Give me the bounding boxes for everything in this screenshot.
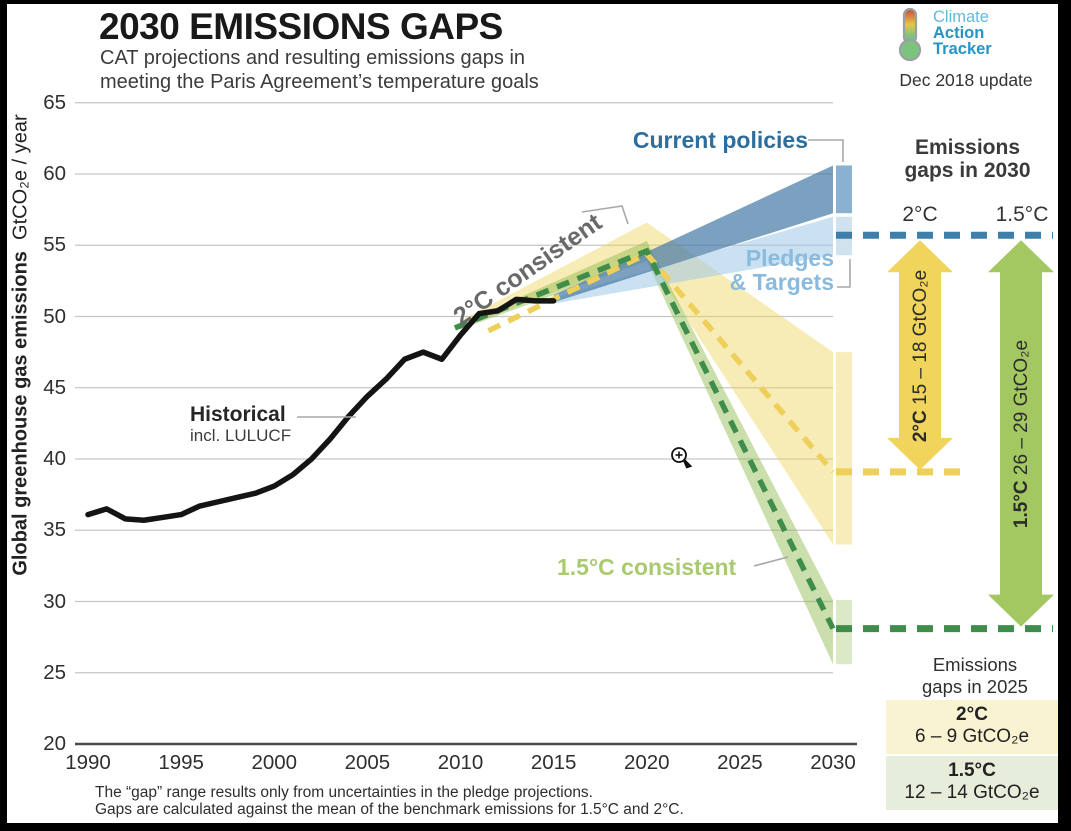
label-pledges-targets: Pledges & Targets [729, 245, 834, 295]
page-title: 2030 EMISSIONS GAPS [99, 6, 503, 47]
x-tick-label: 2030 [810, 751, 856, 774]
subtitle-line-1: CAT projections and resulting emissions … [100, 47, 526, 69]
label-historical-sub: incl. LULUCF [190, 426, 292, 445]
y-tick-label: 35 [43, 518, 66, 542]
y-tick-label: 25 [43, 660, 66, 684]
bar-2030-current_policies [836, 165, 852, 214]
x-tick-label: 2025 [717, 751, 763, 774]
y-tick-label: 40 [43, 447, 66, 470]
label-connector [581, 205, 629, 225]
footnote-1: The “gap” range results only from uncert… [95, 784, 593, 801]
panel-col-15c: 1.5°C [995, 203, 1049, 226]
logo-word-climate: Climate [933, 8, 989, 26]
y-tick-label: 50 [43, 304, 66, 328]
label-current-policies: Current policies [632, 127, 808, 153]
x-tick-label: 1995 [158, 751, 204, 774]
climate-action-tracker-logo: Climate Action Tracker [893, 6, 1053, 62]
y-tick-label: 30 [43, 589, 66, 613]
label-connector [753, 556, 789, 567]
arrow-15c-label: 1.5°C 26 – 29 GtCO₂e [1011, 339, 1032, 529]
band-pledges_band [553, 216, 833, 304]
frame-border-left [0, 0, 7, 831]
y-tick-label: 45 [43, 375, 66, 399]
x-tick-label: 2015 [530, 751, 577, 774]
gap-arrow-2c [887, 240, 953, 470]
zoom-cursor-icon [671, 447, 693, 469]
label-historical: Historical [190, 403, 286, 426]
subtitle-line-2: meeting the Paris Agreement’s temperatur… [100, 70, 539, 93]
y-tick-label: 55 [43, 233, 66, 257]
page-subtitle: CAT projections and resulting emissions … [100, 47, 539, 94]
label-one-five-consistent: 1.5°C consistent [557, 554, 737, 580]
x-tick-label: 2020 [623, 751, 670, 774]
update-date: Dec 2018 update [899, 70, 1033, 90]
frame-border-right [1058, 0, 1071, 831]
legend-2025-box-2c: 2°C 6 – 9 GtCO₂e [886, 700, 1058, 754]
label-connector [808, 139, 844, 162]
x-tick-label: 1990 [65, 751, 111, 774]
thermometer-icon [898, 7, 922, 62]
panel-2030-title: Emissions gaps in 2030 [904, 136, 1031, 182]
x-tick-label: 2010 [437, 751, 484, 774]
y-tick-label: 20 [43, 732, 66, 755]
logo-word-action: Action [933, 24, 985, 42]
panel-2025-title: Emissions gaps in 2025 [922, 654, 1028, 697]
y-tick-label: 65 [43, 90, 66, 114]
panel-col-2c: 2°C [902, 203, 938, 226]
gap-arrow-15c [988, 240, 1054, 627]
bar-2030-two_deg [836, 352, 852, 545]
arrow-2c-label: 2°C 15 – 18 GtCO₂e [910, 269, 931, 443]
x-tick-label: 2005 [344, 751, 391, 774]
band-current_policies_band [553, 165, 833, 303]
frame-border-bottom [0, 823, 1071, 831]
footnote-2: Gaps are calculated against the mean of … [95, 801, 684, 818]
label-connector [837, 259, 851, 288]
y-tick-label: 60 [43, 162, 66, 185]
frame-border-top [0, 0, 1071, 4]
historical-line [85, 296, 557, 524]
x-tick-label: 2000 [251, 751, 298, 774]
legend-2025-box-15c: 1.5°C 12 – 14 GtCO₂e [886, 756, 1058, 810]
logo-word-tracker: Tracker [933, 40, 992, 58]
bar-2030-one_five [836, 600, 852, 665]
band-two_deg_band [460, 222, 833, 545]
